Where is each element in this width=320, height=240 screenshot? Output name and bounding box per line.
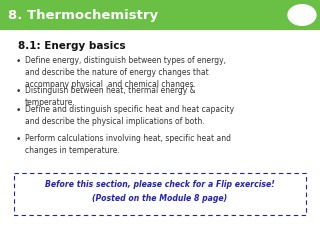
Circle shape [300,13,303,17]
Text: •: • [16,87,21,96]
Text: Define and distinguish specific heat and heat capacity
and describe the physical: Define and distinguish specific heat and… [25,105,234,126]
Text: Define energy, distinguish between types of energy,
and describe the nature of e: Define energy, distinguish between types… [25,56,226,89]
Text: •: • [16,57,21,66]
Text: 8. Thermochemistry: 8. Thermochemistry [8,8,158,22]
FancyBboxPatch shape [14,173,306,215]
Text: •: • [16,135,21,144]
Text: Distinguish between heat, thermal energy &
temperature.: Distinguish between heat, thermal energy… [25,86,196,107]
Text: (Posted on the Module 8 page): (Posted on the Module 8 page) [92,194,228,203]
Text: Perform calculations involving heat, specific heat and
changes in temperature.: Perform calculations involving heat, spe… [25,134,231,155]
Text: •: • [16,106,21,115]
Text: Before this section, please check for a Flip exercise!: Before this section, please check for a … [45,180,275,189]
Text: 8.1: Energy basics: 8.1: Energy basics [18,41,126,51]
